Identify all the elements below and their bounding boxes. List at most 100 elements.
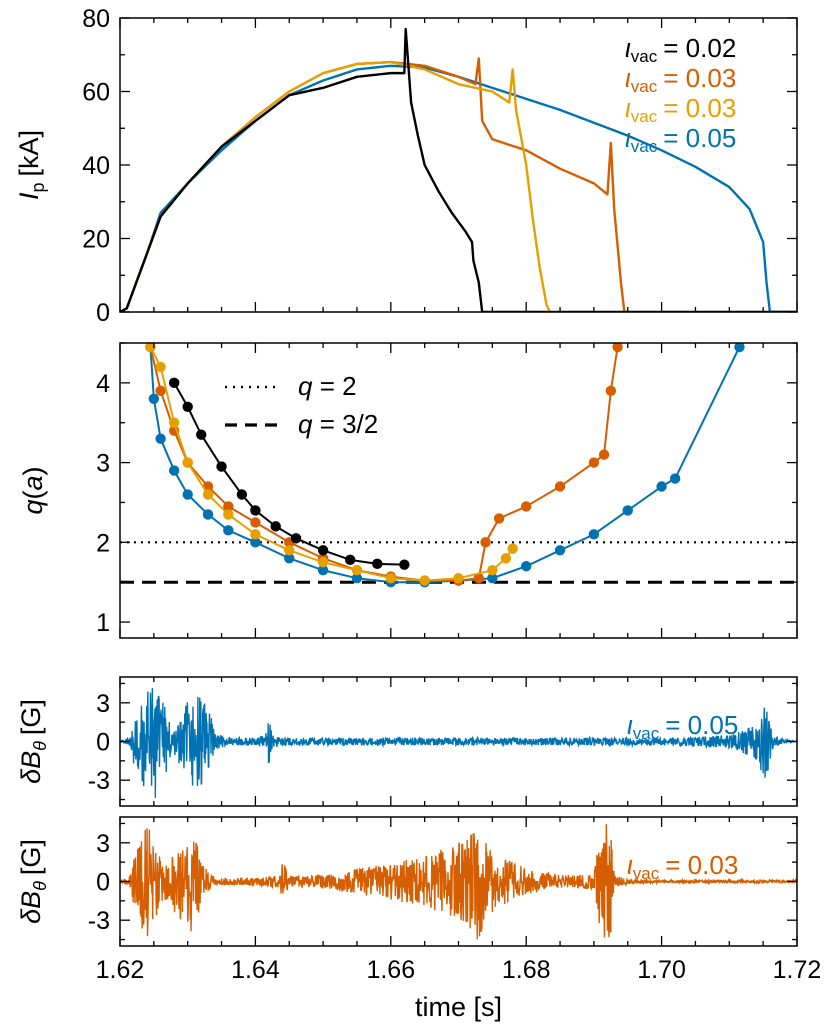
- data-point: [317, 565, 329, 576]
- data-point: [487, 565, 498, 576]
- x-tick-label: 1.72: [773, 956, 822, 984]
- series-line: [149, 346, 514, 582]
- data-point: [605, 385, 617, 397]
- data-point: [453, 573, 464, 584]
- legend-entry: ιvac = 0.05: [625, 123, 736, 156]
- data-point: [202, 509, 214, 520]
- data-point: [487, 573, 498, 584]
- data-point: [734, 343, 745, 353]
- y-tick-label: 80: [82, 5, 110, 33]
- data-point: [155, 385, 166, 397]
- plot-area: [120, 824, 797, 940]
- y-axis-label: δBθ[G]: [16, 699, 50, 784]
- y-tick-label: 3: [96, 830, 110, 858]
- y-tick-label: 1: [96, 609, 110, 637]
- data-point: [182, 457, 193, 468]
- data-point: [351, 573, 363, 584]
- data-point: [196, 429, 207, 440]
- y-tick-label: 0: [96, 299, 110, 327]
- data-point: [250, 517, 261, 528]
- y-axis-label: q(a): [18, 466, 48, 514]
- panel-magnetic-fluctuation-upper: -3 0 3 δBθ[G] ιvac = 0.05: [16, 676, 798, 807]
- data-point: [223, 501, 234, 512]
- legend-entry: ιvac = 0.03: [625, 63, 736, 96]
- data-point: [419, 575, 430, 586]
- data-point: [317, 557, 329, 568]
- y-axis-label: δBθ[G]: [16, 839, 50, 924]
- data-point: [521, 561, 532, 572]
- data-point: [500, 553, 512, 564]
- y-tick-label: 60: [82, 79, 110, 107]
- x-tick-label: 1.68: [502, 956, 551, 984]
- signal-trace: [120, 688, 797, 798]
- x-axis-label: time [s]: [415, 992, 502, 1022]
- axes-frame: [119, 342, 798, 639]
- data-point: [372, 558, 383, 570]
- signal-trace: [120, 824, 797, 940]
- data-point: [250, 505, 261, 516]
- data-point: [270, 521, 281, 532]
- data-point: [493, 513, 505, 524]
- data-point: [182, 401, 193, 412]
- data-point: [399, 559, 410, 570]
- data-point: [155, 361, 166, 373]
- data-point: [669, 473, 681, 484]
- data-point: [521, 501, 532, 512]
- data-point: [168, 465, 180, 476]
- series-line: [120, 27, 797, 312]
- data-point: [385, 573, 396, 584]
- y-tick-label: 40: [82, 152, 110, 180]
- series-line: [149, 346, 741, 584]
- data-point: [473, 573, 485, 584]
- y-tick-label: 4: [96, 370, 110, 398]
- data-point: [168, 377, 180, 389]
- data-point: [290, 533, 302, 544]
- data-point: [168, 417, 180, 428]
- legend-entry: ιvac = 0.05: [627, 710, 738, 743]
- y-tick-label: 2: [96, 529, 110, 557]
- y-tick-label: 0: [96, 869, 110, 897]
- data-point: [588, 457, 600, 468]
- legend-entry: ιvac = 0.03: [625, 93, 736, 126]
- y-tick-label: 20: [82, 226, 110, 254]
- data-point: [344, 554, 356, 566]
- x-tick-label: 1.62: [96, 956, 145, 984]
- plot-area: [120, 688, 797, 798]
- data-point: [612, 343, 623, 353]
- y-tick-label: 3: [96, 450, 110, 478]
- x-tick-label: 1.64: [231, 956, 280, 984]
- plot-area: [120, 27, 797, 312]
- legend-entry: q = 3/2: [298, 409, 378, 439]
- panel-edge-safety-factor: 1 2 3 4 q(a) q = 2 q = 3/2: [18, 342, 798, 639]
- data-point: [284, 553, 295, 564]
- data-point: [155, 433, 166, 444]
- data-point: [317, 545, 329, 556]
- data-point: [148, 393, 160, 405]
- data-point: [182, 489, 193, 500]
- data-point: [656, 481, 667, 492]
- data-point: [598, 449, 610, 460]
- data-point: [554, 481, 566, 492]
- data-point: [250, 537, 261, 548]
- y-axis-label: Ip[kA]: [14, 130, 48, 200]
- y-tick-label: 3: [96, 690, 110, 718]
- series-line: [120, 57, 626, 312]
- panel-magnetic-fluctuation-lower: -3 0 3 1.62 1.64 1.66 1.68 1.70 1.72 time [s] δBθ[…: [16, 816, 822, 1022]
- data-point: [236, 489, 248, 500]
- plot-area: [120, 343, 797, 588]
- y-tick-label: -3: [88, 767, 110, 795]
- data-point: [216, 461, 227, 472]
- data-point: [554, 545, 566, 556]
- data-point: [223, 525, 234, 536]
- y-tick-label: 0: [96, 729, 110, 757]
- data-point: [507, 543, 518, 554]
- y-tick-label: -3: [88, 907, 110, 935]
- data-point: [622, 505, 633, 516]
- data-point: [588, 529, 600, 540]
- data-point: [145, 343, 156, 353]
- data-point: [223, 509, 234, 520]
- x-tick-label: 1.70: [637, 956, 686, 984]
- data-point: [480, 537, 491, 548]
- x-tick-label: 1.66: [366, 956, 415, 984]
